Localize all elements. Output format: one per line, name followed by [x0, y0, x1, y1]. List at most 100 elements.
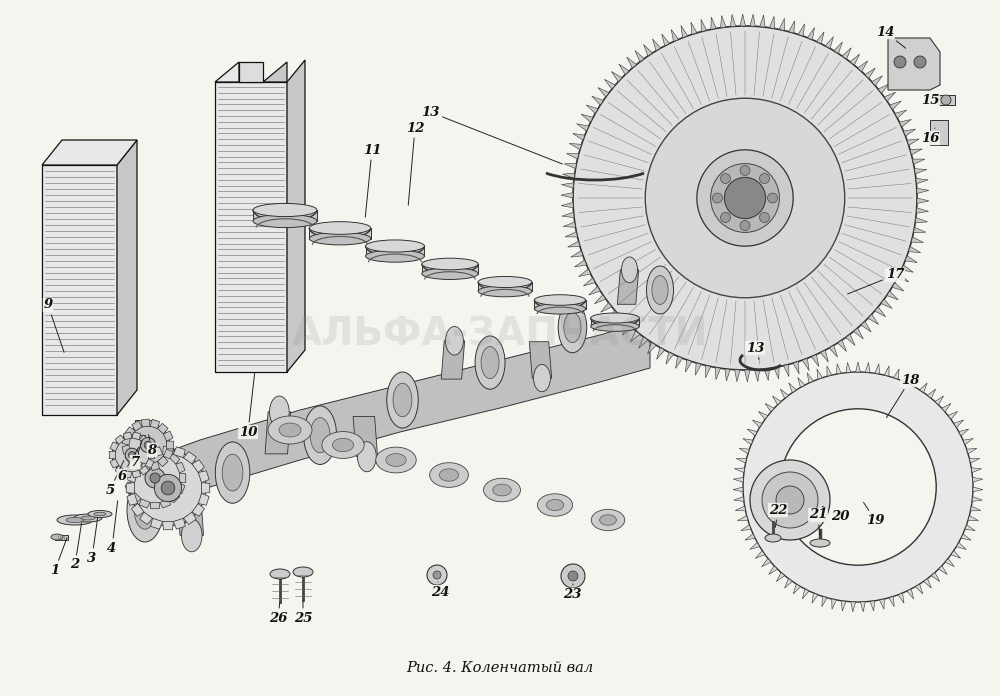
Polygon shape: [894, 369, 899, 379]
Polygon shape: [850, 54, 860, 65]
Text: Рис. 4. Коленчатый вал: Рис. 4. Коленчатый вал: [406, 661, 594, 675]
Polygon shape: [856, 362, 860, 372]
Polygon shape: [752, 420, 762, 427]
Polygon shape: [897, 274, 909, 282]
Polygon shape: [132, 470, 141, 478]
Ellipse shape: [697, 150, 793, 246]
Polygon shape: [581, 114, 593, 122]
Polygon shape: [841, 601, 846, 611]
Polygon shape: [872, 76, 882, 86]
Ellipse shape: [181, 519, 202, 552]
Polygon shape: [706, 365, 711, 378]
Polygon shape: [769, 16, 775, 29]
Polygon shape: [117, 140, 137, 415]
Text: 7: 7: [130, 441, 142, 468]
Polygon shape: [150, 503, 160, 509]
Ellipse shape: [268, 416, 312, 444]
Ellipse shape: [591, 509, 625, 530]
Polygon shape: [110, 459, 119, 468]
Polygon shape: [783, 364, 789, 377]
Polygon shape: [875, 364, 880, 374]
Polygon shape: [970, 506, 981, 511]
Polygon shape: [577, 124, 589, 131]
Text: 12: 12: [406, 122, 424, 205]
Polygon shape: [942, 404, 951, 412]
Polygon shape: [681, 26, 688, 38]
Polygon shape: [758, 411, 768, 420]
Text: 18: 18: [886, 374, 919, 418]
Polygon shape: [139, 448, 150, 457]
Polygon shape: [907, 139, 919, 145]
Polygon shape: [735, 506, 746, 511]
Ellipse shape: [309, 221, 371, 235]
Polygon shape: [754, 370, 760, 381]
Polygon shape: [899, 120, 911, 127]
Polygon shape: [150, 461, 160, 470]
Ellipse shape: [445, 326, 463, 355]
Polygon shape: [938, 566, 947, 574]
Polygon shape: [139, 435, 149, 445]
Text: 24: 24: [431, 582, 449, 599]
Polygon shape: [563, 173, 575, 178]
Polygon shape: [838, 340, 846, 351]
Polygon shape: [441, 341, 465, 379]
Ellipse shape: [145, 468, 165, 488]
Ellipse shape: [430, 463, 468, 487]
Ellipse shape: [652, 276, 668, 304]
Ellipse shape: [591, 313, 639, 323]
Ellipse shape: [309, 232, 371, 245]
Polygon shape: [973, 477, 983, 482]
Polygon shape: [574, 260, 587, 267]
Polygon shape: [151, 519, 163, 529]
Ellipse shape: [129, 452, 135, 459]
Polygon shape: [123, 470, 132, 478]
Polygon shape: [169, 492, 180, 503]
Ellipse shape: [768, 193, 778, 203]
Polygon shape: [671, 29, 678, 42]
Polygon shape: [561, 193, 573, 198]
Text: 19: 19: [864, 503, 884, 526]
Ellipse shape: [134, 491, 156, 529]
Polygon shape: [135, 420, 155, 425]
Polygon shape: [478, 282, 532, 291]
Polygon shape: [701, 19, 707, 31]
Ellipse shape: [537, 493, 573, 516]
Polygon shape: [163, 431, 173, 441]
Ellipse shape: [386, 454, 406, 466]
Polygon shape: [657, 347, 665, 359]
Polygon shape: [861, 322, 871, 332]
Polygon shape: [569, 143, 582, 150]
Ellipse shape: [357, 442, 376, 472]
Polygon shape: [802, 589, 809, 599]
Ellipse shape: [810, 539, 830, 547]
Polygon shape: [601, 303, 612, 313]
Polygon shape: [145, 442, 154, 451]
Polygon shape: [745, 534, 755, 540]
Polygon shape: [652, 39, 661, 51]
Polygon shape: [563, 222, 576, 228]
Ellipse shape: [533, 365, 550, 392]
Ellipse shape: [144, 441, 152, 449]
Polygon shape: [911, 377, 918, 388]
Polygon shape: [785, 578, 792, 588]
Polygon shape: [908, 246, 921, 253]
Ellipse shape: [253, 214, 317, 228]
Polygon shape: [173, 519, 185, 529]
Polygon shape: [772, 396, 781, 405]
Polygon shape: [895, 110, 907, 118]
Polygon shape: [905, 256, 917, 262]
Polygon shape: [215, 82, 287, 372]
Ellipse shape: [534, 294, 586, 306]
Polygon shape: [123, 432, 132, 440]
Polygon shape: [812, 593, 818, 603]
Ellipse shape: [393, 383, 412, 417]
Ellipse shape: [478, 276, 532, 287]
Ellipse shape: [534, 303, 586, 314]
Ellipse shape: [253, 203, 317, 216]
Polygon shape: [42, 165, 117, 415]
Ellipse shape: [780, 409, 936, 565]
Polygon shape: [822, 596, 827, 607]
Polygon shape: [160, 448, 171, 457]
Ellipse shape: [493, 484, 511, 496]
Ellipse shape: [140, 437, 156, 452]
